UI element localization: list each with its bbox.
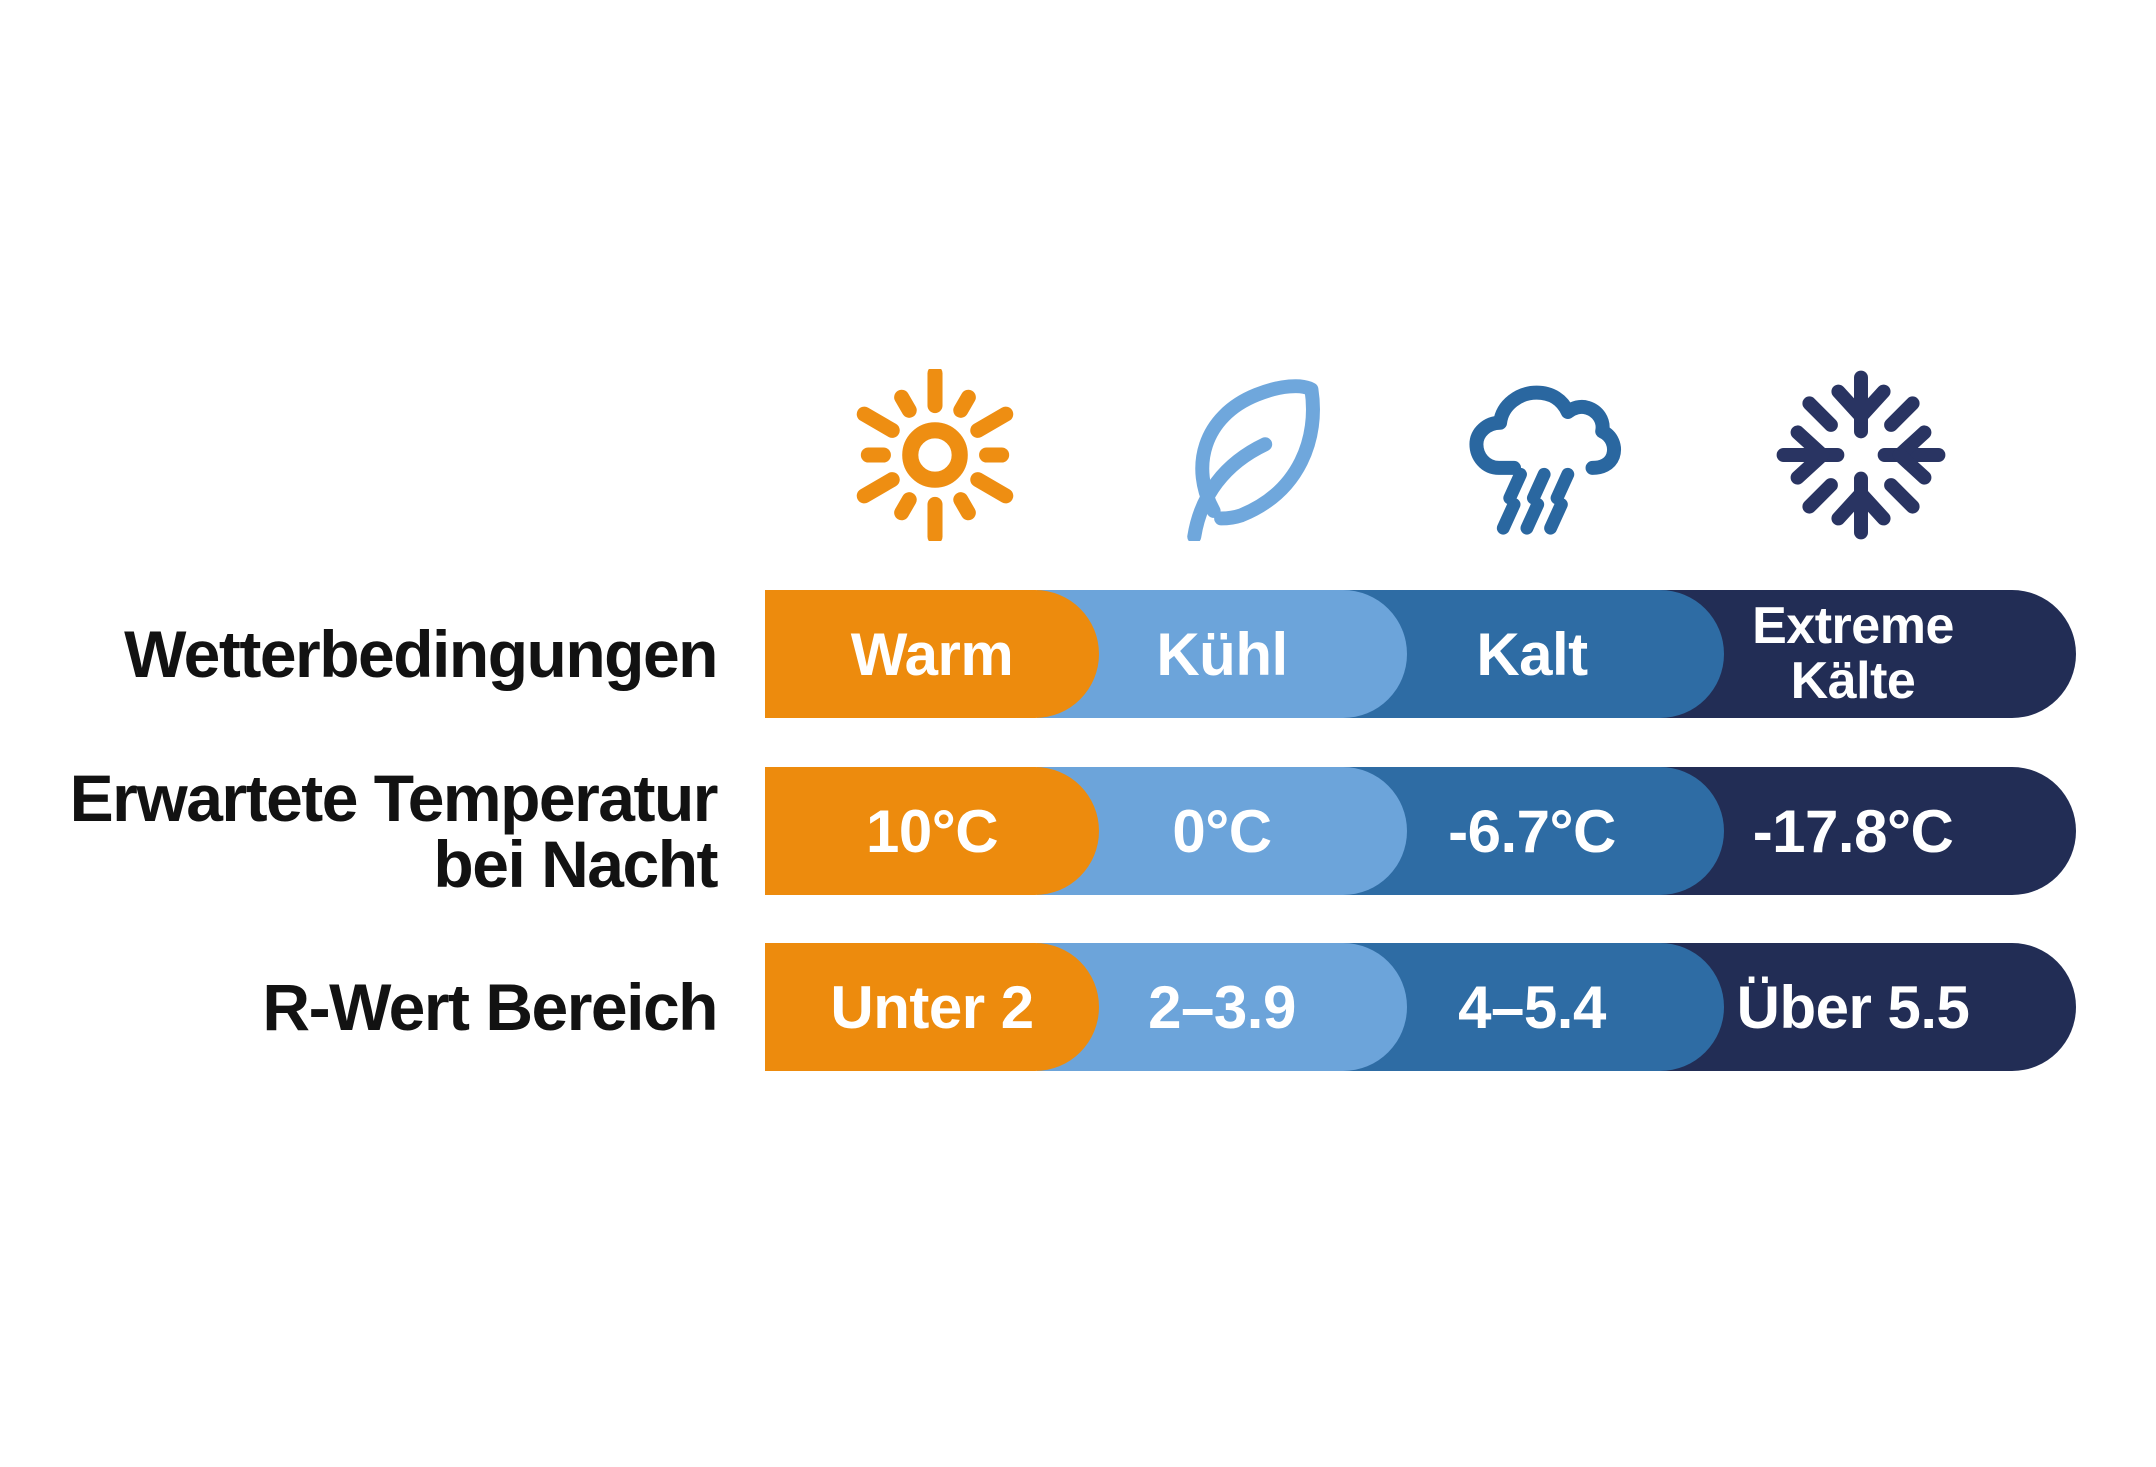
cell-value: 10°C xyxy=(865,797,999,865)
cell-value: 0°C xyxy=(1172,797,1272,865)
cell-value: Kühl xyxy=(1156,620,1288,688)
cell-value: Extreme Kälte xyxy=(1752,597,1954,710)
cell-warm-temperature: 10°C xyxy=(765,767,1099,895)
row-temperatur-bar: 10°C 0°C -6.7°C -17.8°C xyxy=(765,767,2076,895)
row-label-text: Wetterbedingungen xyxy=(124,617,718,691)
snowflake-icon xyxy=(1775,369,1947,541)
row-wetterbedingungen-bar: Warm Kühl Kalt Extreme Kälte xyxy=(765,590,2076,718)
leaf-icon xyxy=(1162,369,1334,541)
cell-kalt-condition: Kalt xyxy=(1340,590,1724,718)
row-r-wert-bar: Unter 2 2–3.9 4–5.4 Über 5.5 xyxy=(765,943,2076,1071)
row-label-text: Erwartete Temperatur xyxy=(69,761,719,835)
cell-warm-condition: Warm xyxy=(765,590,1099,718)
cell-value: Kalt xyxy=(1476,620,1588,688)
cell-value: 2–3.9 xyxy=(1148,973,1296,1041)
row-label-r-wert-bereich: R-Wert Bereich xyxy=(0,943,718,1071)
cell-value: Unter 2 xyxy=(830,973,1034,1041)
cell-value: -6.7°C xyxy=(1448,797,1616,865)
cell-value: 4–5.4 xyxy=(1458,973,1606,1041)
row-label-erwartete-temperatur: Erwartete Temperatur bei Nacht xyxy=(0,761,719,901)
row-label-text: R-Wert Bereich xyxy=(262,970,718,1044)
cell-warm-r-value: Unter 2 xyxy=(765,943,1099,1071)
cell-value: -17.8°C xyxy=(1752,797,1954,865)
cell-extreme-kaelte-r-value: Über 5.5 xyxy=(1630,943,2076,1071)
cell-value: Warm xyxy=(850,620,1014,688)
sun-icon xyxy=(849,369,1021,541)
cell-value: Über 5.5 xyxy=(1736,973,1970,1041)
row-label-wetterbedingungen: Wetterbedingungen xyxy=(0,590,718,718)
rain-cloud-icon xyxy=(1456,369,1628,541)
row-label-text: bei Nacht xyxy=(433,827,718,901)
